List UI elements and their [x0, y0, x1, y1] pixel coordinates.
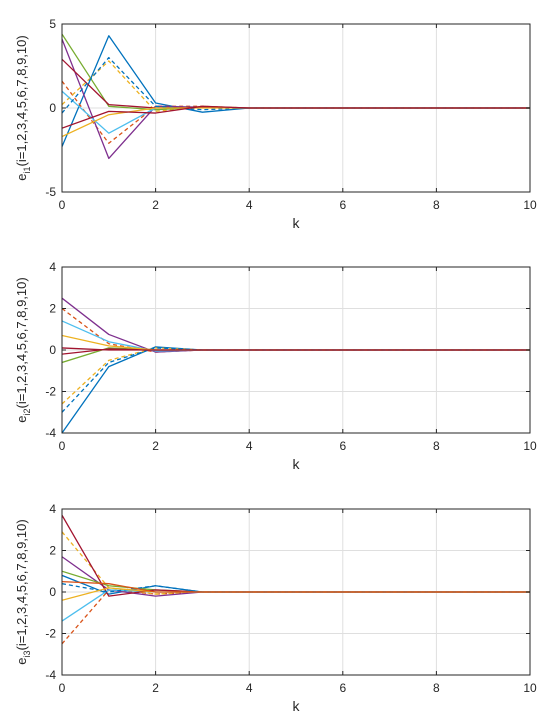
- x-tick-label: 6: [339, 198, 346, 212]
- series-line-10: [62, 105, 530, 129]
- x-tick-label: 10: [523, 681, 537, 695]
- x-tick-label: 4: [246, 198, 253, 212]
- x-tick-label: 0: [59, 198, 66, 212]
- y-tick-label: -5: [45, 185, 56, 199]
- y-tick-label: 5: [49, 17, 56, 31]
- y-tick-label: 0: [49, 343, 56, 357]
- y-tick-label: -4: [45, 668, 56, 682]
- y-tick-label: -2: [45, 385, 56, 399]
- y-tick-label: -2: [45, 627, 56, 641]
- x-tick-label: 2: [152, 681, 159, 695]
- x-axis-label: k: [293, 698, 301, 714]
- series-line-10: [62, 347, 530, 351]
- y-tick-label: 0: [49, 101, 56, 115]
- y-tick-label: 4: [49, 260, 56, 274]
- x-axis-label: k: [293, 456, 301, 472]
- series-group: [62, 514, 530, 645]
- series-line-10: [62, 580, 530, 593]
- x-tick-label: 10: [523, 198, 537, 212]
- y-tick-label: 2: [49, 544, 56, 558]
- x-tick-label: 0: [59, 439, 66, 453]
- x-tick-label: 4: [246, 439, 253, 453]
- series-group: [62, 297, 530, 433]
- series-group: [62, 33, 530, 160]
- x-axis-label: k: [293, 215, 301, 231]
- chart-panel-2: 0 2 4 6 8 10 -4 -2 0 2 4 k ei2(i=1,2,3,4,5,6,7,8,9,1…: [14, 260, 537, 472]
- x-tick-label: 2: [152, 439, 159, 453]
- x-tick-label: 6: [339, 439, 346, 453]
- y-axis-label: ei2(i=1,2,3,4,5,6,7,8,9,10): [14, 277, 32, 422]
- x-tick-label: 6: [339, 681, 346, 695]
- x-tick-label: 8: [433, 681, 440, 695]
- y-tick-label: 4: [49, 502, 56, 516]
- x-tick-label: 8: [433, 198, 440, 212]
- x-tick-label: 8: [433, 439, 440, 453]
- x-tick-label: 4: [246, 681, 253, 695]
- chart-panel-3: 0 2 4 6 8 10 -4 -2 0 2 4 k ei3(i=1,2,3,4,5,6,7,8,9,1…: [14, 502, 537, 714]
- x-tick-label: 2: [152, 198, 159, 212]
- y-axis-label: ei3(i=1,2,3,4,5,6,7,8,9,10): [14, 519, 32, 664]
- y-axis-label: ei1(i=1,2,3,4,5,6,7,8,9,10): [14, 35, 32, 180]
- y-tick-label: 0: [49, 585, 56, 599]
- x-tick-label: 10: [523, 439, 537, 453]
- y-tick-label: -4: [45, 426, 56, 440]
- y-tick-label: 2: [49, 302, 56, 316]
- x-tick-label: 0: [59, 681, 66, 695]
- series-line-8: [62, 583, 530, 593]
